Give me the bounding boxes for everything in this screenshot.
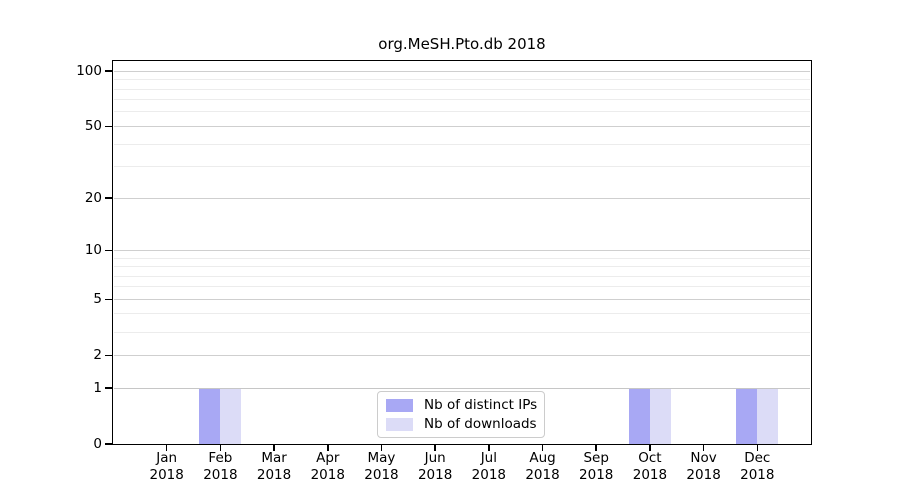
distinct-ips-bar <box>199 388 221 444</box>
y-axis-tick-label: 5 <box>93 291 102 308</box>
legend: Nb of distinct IPs Nb of downloads <box>377 391 545 438</box>
major-gridline <box>114 298 810 300</box>
x-axis-tick <box>649 444 651 451</box>
minor-gridline <box>114 79 810 81</box>
y-axis-tick-label: 100 <box>76 63 102 80</box>
x-axis-tick-label: Aug 2018 <box>525 450 560 483</box>
legend-swatch-downloads-icon <box>386 417 413 431</box>
y-axis-tick <box>105 298 113 300</box>
y-axis-tick <box>105 249 113 252</box>
x-axis-tick <box>702 444 705 451</box>
minor-gridline <box>114 257 810 259</box>
minor-gridline <box>114 143 810 145</box>
x-axis-tick-label: May 2018 <box>364 450 399 483</box>
x-axis-tick-label: Dec 2018 <box>740 450 775 483</box>
minor-gridline <box>114 266 810 267</box>
major-gridline <box>114 354 810 356</box>
x-axis-tick <box>380 444 383 451</box>
x-axis-tick <box>756 444 759 451</box>
x-axis-tick <box>219 444 222 451</box>
minor-gridline <box>114 99 810 101</box>
y-axis-tick <box>105 70 113 72</box>
legend-item-downloads: Nb of downloads <box>386 416 538 432</box>
downloads-bar <box>757 388 779 444</box>
minor-gridline <box>114 111 810 113</box>
downloads-bar <box>220 388 242 444</box>
x-axis-tick <box>327 444 329 451</box>
y-axis-tick-label: 50 <box>84 118 102 135</box>
legend-label-downloads: Nb of downloads <box>424 416 537 432</box>
x-axis-tick <box>434 444 436 451</box>
y-axis-tick <box>105 443 113 445</box>
legend-label-distinct-ips: Nb of distinct IPs <box>424 397 538 413</box>
major-gridline <box>114 249 810 251</box>
x-axis-tick <box>273 444 275 451</box>
legend-swatch-distinct-ips-icon <box>386 398 413 412</box>
distinct-ips-bar <box>628 388 650 444</box>
x-axis-tick <box>541 444 544 451</box>
minor-gridline <box>114 286 810 288</box>
y-axis-tick <box>105 125 113 128</box>
x-axis-tick <box>488 444 490 451</box>
major-gridline <box>114 387 810 389</box>
x-axis-tick <box>595 444 597 451</box>
x-axis-tick-label: Jun 2018 <box>417 450 453 483</box>
y-axis-tick-label: 20 <box>84 190 102 207</box>
major-gridline <box>114 70 810 72</box>
chart-title: org.MeSH.Pto.db 2018 <box>378 35 546 53</box>
x-axis-tick-label: Sep 2018 <box>579 450 614 483</box>
y-axis-tick-label: 0 <box>93 436 102 452</box>
x-axis-tick-label: Apr 2018 <box>310 450 345 483</box>
y-axis-tick-label: 10 <box>84 242 102 259</box>
downloads-bar <box>649 388 671 444</box>
y-axis-tick <box>105 197 113 199</box>
y-axis-tick-label: 2 <box>93 347 102 364</box>
major-gridline <box>114 197 810 199</box>
x-axis-tick <box>165 444 168 451</box>
legend-item-distinct-ips: Nb of distinct IPs <box>386 397 538 413</box>
x-axis-tick-label: Oct 2018 <box>632 450 668 483</box>
minor-gridline <box>114 88 810 90</box>
minor-gridline <box>114 166 810 168</box>
y-axis-tick <box>105 354 113 356</box>
x-axis-tick-label: Jul 2018 <box>471 450 507 483</box>
plot-area <box>112 60 812 445</box>
x-axis-tick-label: Jan 2018 <box>149 450 184 483</box>
minor-gridline <box>114 275 810 277</box>
x-axis-tick-label: Feb 2018 <box>203 450 238 483</box>
y-axis-tick <box>105 387 113 389</box>
minor-gridline <box>114 313 810 315</box>
major-gridline <box>114 125 810 127</box>
minor-gridline <box>114 331 810 333</box>
x-axis-tick-label: Nov 2018 <box>686 450 721 483</box>
distinct-ips-bar <box>736 388 758 444</box>
y-axis-tick-label: 1 <box>93 380 102 396</box>
x-axis-tick-label: Mar 2018 <box>256 450 292 483</box>
